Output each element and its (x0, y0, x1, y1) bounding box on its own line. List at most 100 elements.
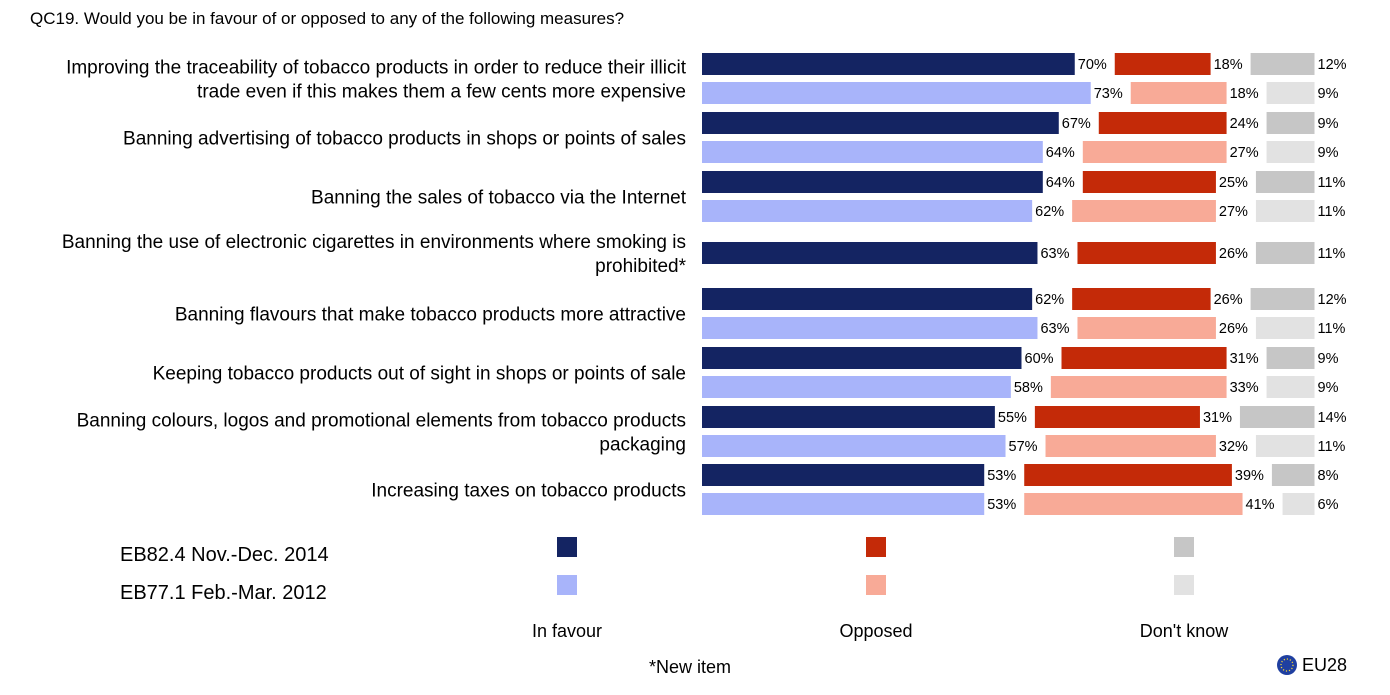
bar-opposed (1077, 317, 1216, 339)
category-label: Improving the traceability of tobacco pr… (66, 58, 687, 79)
bar-don-t-know (1266, 376, 1315, 398)
bar-opposed (1082, 171, 1216, 193)
category-label: Banning the sales of tobacco via the Int… (311, 188, 687, 209)
category-label: Banning colours, logos and promotional e… (77, 411, 686, 432)
data-label: 11% (1318, 321, 1346, 337)
bar-don-t-know (1255, 435, 1315, 457)
data-label: 25% (1219, 175, 1248, 191)
bar-opposed (1077, 242, 1216, 264)
bar-in-favour (702, 317, 1038, 339)
legend-swatch (866, 575, 886, 595)
category-label: Banning the use of electronic cigarettes… (62, 232, 686, 253)
eu-flag-icon-ring (1280, 658, 1294, 672)
bar-opposed (1072, 288, 1211, 310)
data-label: 26% (1214, 292, 1243, 308)
eu-flag-icon (1277, 655, 1297, 675)
bar-rows: Improving the traceability of tobacco pr… (62, 53, 1347, 515)
data-label: 14% (1318, 410, 1347, 426)
category-group: Keeping tobacco products out of sight in… (153, 347, 1339, 398)
category-label: Increasing taxes on tobacco products (371, 481, 686, 502)
data-label: 31% (1203, 410, 1232, 426)
bar-in-favour (702, 171, 1043, 193)
data-label: 9% (1318, 351, 1339, 367)
data-label: 9% (1318, 145, 1339, 161)
data-label: 9% (1318, 380, 1339, 396)
bar-don-t-know (1266, 347, 1315, 369)
bar-don-t-know (1255, 317, 1315, 339)
category-label: packaging (599, 435, 686, 456)
legend-period-label: EB77.1 Feb.-Mar. 2012 (120, 582, 327, 604)
bar-in-favour (702, 464, 985, 486)
legend-swatch (1174, 575, 1194, 595)
bar-don-t-know (1255, 200, 1315, 222)
bar-opposed (1082, 141, 1227, 163)
data-label: 33% (1230, 380, 1259, 396)
chart-title: QC19. Would you be in favour of or oppos… (30, 9, 624, 28)
legend-swatch (557, 537, 577, 557)
data-label: 8% (1318, 468, 1339, 484)
bar-opposed (1045, 435, 1216, 457)
bar-in-favour (702, 53, 1075, 75)
category-label: trade even if this makes them a few cent… (197, 82, 686, 103)
data-label: 60% (1025, 351, 1054, 367)
data-label: 63% (1040, 321, 1069, 337)
category-group: Increasing taxes on tobacco products 53% 3… (371, 464, 1339, 515)
legend-swatch (866, 537, 886, 557)
footnote: *New item (649, 657, 731, 677)
data-label: 12% (1318, 57, 1347, 73)
legend-answer-label: In favour (532, 621, 602, 641)
bar-in-favour (702, 200, 1033, 222)
bar-don-t-know (1250, 288, 1315, 310)
bar-in-favour (702, 242, 1038, 264)
bar-opposed (1024, 464, 1232, 486)
bar-opposed (1050, 376, 1227, 398)
bar-opposed (1034, 406, 1200, 428)
data-label: 62% (1035, 204, 1064, 220)
data-label: 67% (1062, 116, 1091, 132)
bar-in-favour (702, 288, 1033, 310)
data-label: 11% (1318, 175, 1346, 191)
legend-swatch (557, 575, 577, 595)
bar-in-favour (702, 347, 1022, 369)
bar-opposed (1098, 112, 1227, 134)
data-label: 62% (1035, 292, 1064, 308)
legend-period-label: EB82.4 Nov.-Dec. 2014 (120, 544, 329, 566)
bar-don-t-know (1239, 406, 1315, 428)
data-label: 73% (1094, 86, 1123, 102)
data-label: 18% (1230, 86, 1259, 102)
data-label: 9% (1318, 86, 1339, 102)
data-label: 58% (1014, 380, 1043, 396)
bar-don-t-know (1250, 53, 1315, 75)
bar-don-t-know (1266, 112, 1315, 134)
legend-swatch (1174, 537, 1194, 557)
bar-in-favour (702, 435, 1006, 457)
bar-in-favour (702, 376, 1011, 398)
bar-don-t-know (1255, 171, 1315, 193)
legend: EB82.4 Nov.-Dec. 2014 EB77.1 Feb.-Mar. 20… (120, 537, 1229, 641)
bar-in-favour (702, 112, 1059, 134)
category-group: Improving the traceability of tobacco pr… (66, 53, 1347, 104)
bar-don-t-know (1271, 464, 1315, 486)
category-label: Banning advertising of tobacco products … (123, 129, 686, 150)
scope-label: EU28 (1302, 655, 1347, 675)
data-label: 63% (1040, 246, 1069, 262)
legend-answer-label: Don't know (1140, 621, 1229, 641)
bar-don-t-know (1266, 82, 1315, 104)
data-label: 55% (998, 410, 1027, 426)
data-label: 27% (1219, 204, 1248, 220)
bar-in-favour (702, 82, 1091, 104)
data-label: 11% (1318, 246, 1346, 262)
category-group: Banning flavours that make tobacco produ… (175, 288, 1347, 339)
category-label: Banning flavours that make tobacco produ… (175, 305, 686, 326)
data-label: 64% (1046, 175, 1075, 191)
bar-opposed (1130, 82, 1227, 104)
category-label: prohibited* (595, 256, 686, 277)
scope-badge: EU28 (1277, 655, 1347, 675)
data-label: 11% (1318, 439, 1346, 455)
category-group: Banning advertising of tobacco products … (123, 112, 1339, 163)
category-group: Banning the sales of tobacco via the Int… (311, 171, 1346, 222)
data-label: 64% (1046, 145, 1075, 161)
bar-don-t-know (1255, 242, 1315, 264)
bar-in-favour (702, 406, 995, 428)
